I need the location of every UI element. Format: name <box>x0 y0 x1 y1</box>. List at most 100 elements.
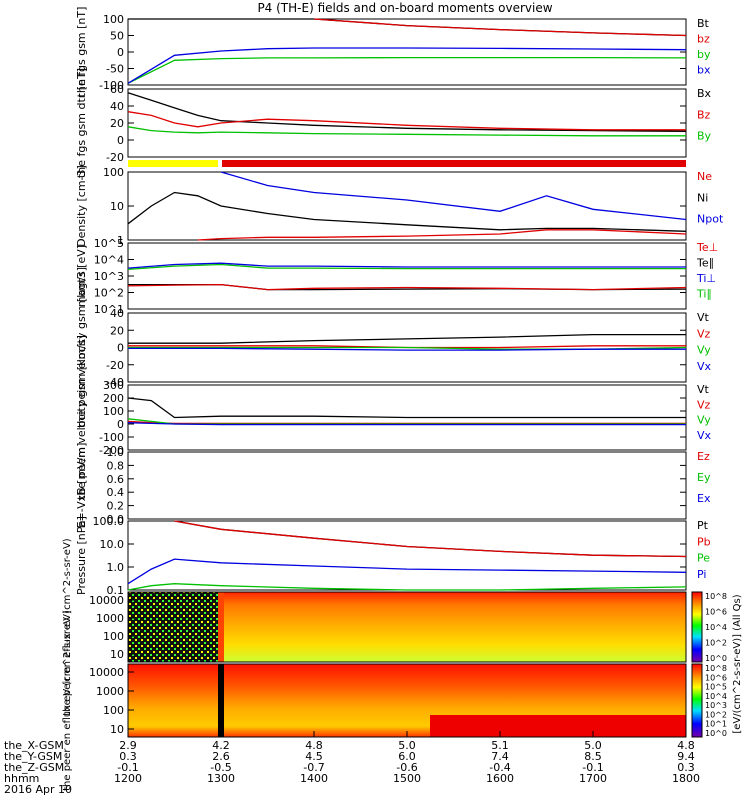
panel-ylabel: the peim velocity gsm [km/s] <box>75 267 88 428</box>
y-tick-label: 100 <box>103 704 124 717</box>
y-tick-label: 20 <box>110 324 124 337</box>
panel-pressure: 100.0 10.0 1.0 0.1 Pressure [nPa] <box>75 515 687 597</box>
series-line-Pt <box>174 520 687 558</box>
colorbar-tick-label: 10^1 <box>705 720 727 729</box>
heatmap-ylabel: the peir en eflux eV (cm^2-s-sr-eV) <box>62 538 73 715</box>
y-tick-label: 0 <box>117 342 124 355</box>
y-tick-label: 0 <box>117 46 124 59</box>
legend-Vy: Vy <box>697 414 711 427</box>
mode-bar-slow <box>128 160 218 167</box>
series-line-Pe <box>127 583 687 591</box>
heatmap-sparse-region <box>128 592 218 662</box>
legend-Ti⊥: Ti⊥ <box>696 272 716 285</box>
y-tick-label: 0.8 <box>107 459 125 472</box>
colorbar-tick-label: 10^8 <box>705 592 727 601</box>
heatmap-gap <box>218 664 224 737</box>
orbit-value: 1600 <box>486 772 514 785</box>
heatmap-peir_en_eflux: 10000 1000 100 10 the peir en eflux eV (cm^2… <box>62 538 687 716</box>
y-tick-label: -40 <box>106 376 124 389</box>
y-tick-label: 0.6 <box>107 473 125 486</box>
panel-frame <box>127 242 687 310</box>
colorbar-tick-label: 10^6 <box>705 673 727 682</box>
series-line-Npot <box>220 171 687 221</box>
y-tick-label: -100 <box>99 431 124 444</box>
panel-ylabel: magt3 [eV] <box>75 245 88 307</box>
orbit-value: 4.8 <box>677 739 695 752</box>
y-tick-label: 0.1 <box>107 584 125 597</box>
panel-temperature: 10^5 10^4 10^3 10^2 10^1 magt3 [eV] <box>75 237 687 316</box>
heatmap-frame <box>127 591 687 663</box>
panel-density: 100 10 1 Density [cm-3] <box>75 165 687 247</box>
legend-Bx: Bx <box>697 87 712 100</box>
y-tick-label: 10 <box>110 200 124 213</box>
legend-By: By <box>697 130 712 143</box>
orbit-value: 5.1 <box>491 739 509 752</box>
y-tick-label: 10000 <box>89 666 124 679</box>
orbit-value: 1200 <box>114 772 142 785</box>
series-line-Vt <box>128 333 686 344</box>
orbit-value: 9.4 <box>677 750 695 763</box>
y-tick-label: 60 <box>110 83 124 96</box>
y-tick-label: 0.2 <box>107 500 125 513</box>
heatmap-band <box>430 715 686 737</box>
panel-frame <box>127 88 687 158</box>
legend-Ne: Ne <box>697 170 712 183</box>
y-tick-label: 1 <box>117 234 124 247</box>
colorbar-tick-label: 10^3 <box>705 701 727 710</box>
legend-Vx: Vx <box>697 360 712 373</box>
y-tick-label: 100.0 <box>93 515 125 528</box>
orbit-value: 1700 <box>579 772 607 785</box>
orbit-value: 1400 <box>300 772 328 785</box>
panel-fgs_gsm_dtr: 60 40 20 0 -20 the fgs gsm dtr [nT] <box>75 68 687 178</box>
y-tick-label: 20 <box>110 117 124 130</box>
orbit-value: 8.5 <box>584 750 602 763</box>
y-tick-label: 1.0 <box>107 561 125 574</box>
series-line-Pb <box>174 520 687 558</box>
series-line-by <box>127 56 687 84</box>
colorbar-1 <box>691 591 703 663</box>
colorbar-tick-label: 10^5 <box>705 683 727 692</box>
legend-Vz: Vz <box>697 398 711 411</box>
y-tick-label: 10^5 <box>94 237 124 250</box>
colorbar-tick-label: 10^0 <box>705 729 727 738</box>
y-tick-label: -50 <box>106 63 124 76</box>
colorbar-2 <box>691 663 703 738</box>
colorbar-group: 10^810^610^410^210^010^810^610^510^410^3… <box>691 591 743 738</box>
legend-Ni: Ni <box>697 191 708 204</box>
heatmap-ylabel: the peer en eflux eV (cm^2-s-sr-eV) <box>62 610 73 791</box>
orbit-value: 4.5 <box>305 750 323 763</box>
legend-Te⊥: Te⊥ <box>696 241 718 254</box>
series-line-bz <box>313 18 687 37</box>
legend-Vt: Vt <box>697 383 710 396</box>
y-tick-label: 0.0 <box>107 513 125 526</box>
series-line-bx <box>127 47 687 84</box>
y-tick-label: 10^1 <box>94 303 124 316</box>
legend-Bt: Bt <box>697 17 710 30</box>
colorbar-tick-label: 10^0 <box>705 654 727 663</box>
legend-Pb: Pb <box>697 535 711 548</box>
panel-ylabel: Pressure [nPa] <box>75 516 88 595</box>
legend-bx: bx <box>697 64 711 77</box>
orbit-value: -0.4 <box>489 761 510 774</box>
series-line-Vt <box>127 397 686 419</box>
heatmap-peer_en_eflux: 10000 1000 100 10 the peer en eflux eV (cm^2… <box>62 610 687 791</box>
series-line-Bx <box>127 92 687 132</box>
panel-ylabel: the fgs gsm dtr [nT] <box>75 68 88 178</box>
series-line-Vz <box>127 420 686 425</box>
legend-Ey: Ey <box>697 471 711 484</box>
y-tick-label: 0 <box>117 134 124 147</box>
panel-ylabel: E=-VxB [mV/m] <box>75 443 88 529</box>
colorbar-tick-label: 10^6 <box>705 608 727 617</box>
y-tick-label: 0.4 <box>107 486 125 499</box>
legend-Pi: Pi <box>697 568 706 581</box>
heatmap-gap <box>218 592 224 662</box>
page-title: P4 (TH-E) fields and on-board moments ov… <box>257 1 552 15</box>
legends-group: Bt bz by bx Bx Bz By Ne Ni Npot Te⊥ Te∥ Ti⊥ Ti∥ Vt Vz Vy… <box>696 17 724 581</box>
y-tick-label: 100 <box>103 405 124 418</box>
series-line-By <box>127 126 686 137</box>
legend-Ti∥: Ti∥ <box>696 288 712 301</box>
